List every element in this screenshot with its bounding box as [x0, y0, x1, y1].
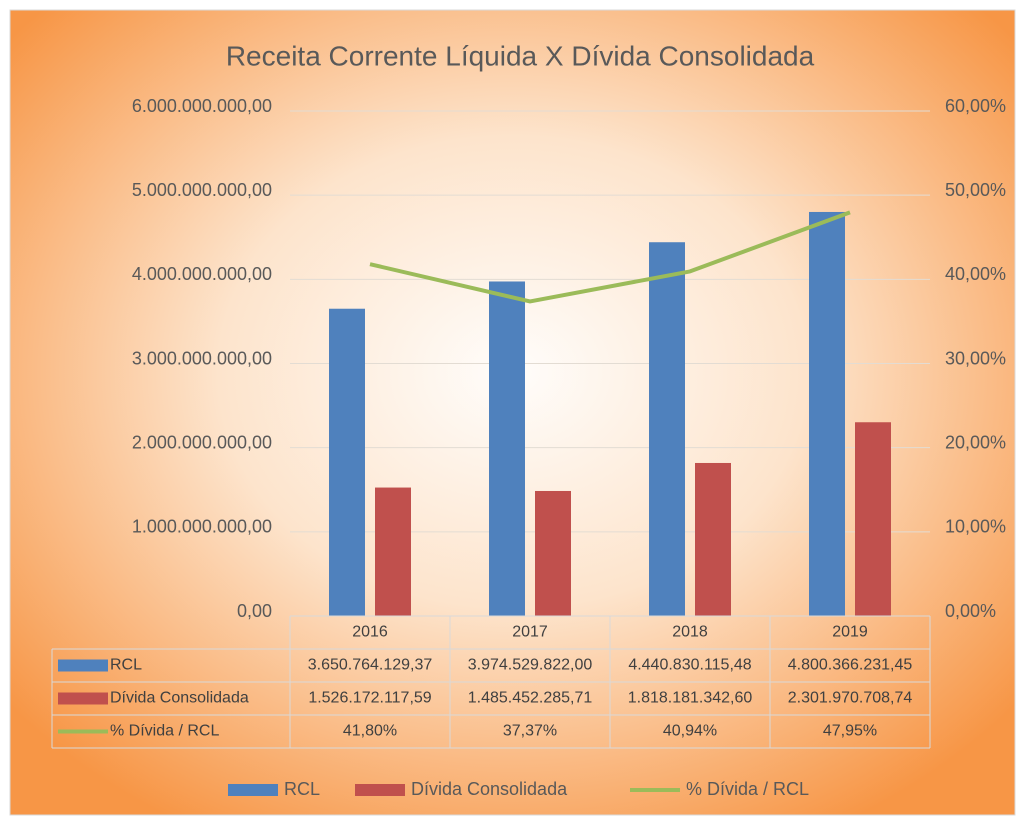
y2-tick-label: 50,00%: [945, 180, 1006, 200]
bar: [695, 462, 731, 616]
bar: [809, 211, 845, 616]
y-tick-label: 3.000.000.000,00: [132, 348, 272, 368]
bar: [375, 487, 411, 616]
y-tick-label: 1.000.000.000,00: [132, 517, 272, 537]
x-tick-label: 2016: [352, 624, 388, 641]
line: [369, 210, 851, 304]
chart-title: Receita Corrente Líquida X Dívida Consol…: [226, 40, 815, 71]
y2-tick-label: 30,00%: [945, 348, 1006, 368]
data-label: 40,94%: [663, 723, 717, 740]
data-label: 3.974.529.822,00: [468, 657, 593, 674]
y2-tick-label: 0,00%: [945, 601, 996, 621]
data-label: 1.526.172.117,59: [308, 690, 431, 707]
data-label: 2.301.970.708,74: [788, 690, 913, 707]
legend-label: % Dívida / RCL: [686, 779, 809, 799]
y-tick-label: 5.000.000.000,00: [132, 180, 272, 200]
y-tick-label: 2.000.000.000,00: [132, 432, 272, 452]
data-label: 37,37%: [503, 723, 557, 740]
legend-key: [355, 784, 405, 796]
data-label: 41,80%: [343, 723, 397, 740]
y-tick-label: 4.000.000.000,00: [132, 264, 272, 284]
legend-key: [228, 784, 278, 796]
bar: [535, 490, 571, 616]
table-row-label: Dívida Consolidada: [110, 690, 249, 707]
data-label: 1.818.181.342,60: [628, 690, 753, 707]
legend-label: Dívida Consolidada: [411, 779, 568, 799]
data-label: 47,95%: [823, 723, 877, 740]
x-tick-label: 2017: [512, 624, 548, 641]
data-label: 3.650.764.129,37: [308, 657, 433, 674]
bar: [329, 308, 365, 616]
table-key: [58, 692, 108, 705]
y2-tick-label: 40,00%: [945, 264, 1006, 284]
y2-tick-label: 60,00%: [945, 96, 1006, 116]
data-label: 1.485.452.285,71: [468, 690, 593, 707]
y2-tick-label: 10,00%: [945, 517, 1006, 537]
x-tick-label: 2018: [672, 624, 708, 641]
bar: [489, 281, 525, 616]
bar: [649, 242, 685, 616]
y-tick-label: 0,00: [237, 601, 272, 621]
table-row-label: RCL: [110, 657, 142, 674]
table-row-label: % Dívida / RCL: [110, 723, 219, 740]
data-label: 4.440.830.115,48: [628, 657, 751, 674]
x-tick-label: 2019: [832, 624, 868, 641]
y-tick-label: 6.000.000.000,00: [132, 96, 272, 116]
y2-tick-label: 20,00%: [945, 432, 1006, 452]
bar: [855, 422, 891, 616]
data-label: 4.800.366.231,45: [788, 657, 913, 674]
table-key: [58, 659, 108, 672]
legend-label: RCL: [284, 779, 320, 799]
